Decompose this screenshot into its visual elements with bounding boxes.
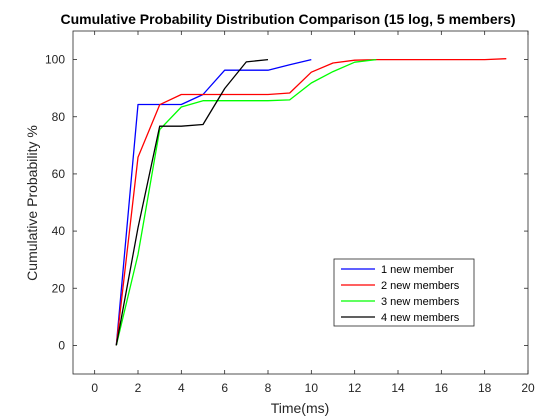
legend-label: 1 new member [381, 264, 454, 276]
x-tick-label: 16 [435, 381, 449, 395]
chart-title: Cumulative Probability Distribution Comp… [60, 11, 515, 27]
legend: 1 new member 2 new members 3 new members 4 … [334, 259, 474, 326]
x-tick-label: 8 [265, 381, 272, 395]
x-tick-label: 6 [221, 381, 228, 395]
legend-label: 4 new members [381, 312, 460, 324]
x-tick-label: 2 [135, 381, 142, 395]
x-tick-label: 14 [391, 381, 405, 395]
x-tick-label: 0 [91, 381, 98, 395]
legend-label: 2 new members [381, 280, 460, 292]
y-tick-label: 60 [52, 167, 66, 181]
y-tick-label: 80 [52, 110, 66, 124]
x-tick-label: 12 [348, 381, 362, 395]
y-tick-label: 40 [52, 224, 66, 238]
x-tick-label: 4 [178, 381, 185, 395]
x-tick-label: 18 [478, 381, 492, 395]
y-tick-label: 100 [45, 53, 65, 67]
y-axis-label: Cumulative Probability % [24, 125, 40, 281]
x-tick-label: 10 [305, 381, 319, 395]
x-axis-label: Time(ms) [271, 400, 330, 416]
y-tick-label: 0 [58, 338, 65, 352]
legend-label: 3 new members [381, 296, 460, 308]
y-tick-label: 20 [52, 281, 66, 295]
x-tick-label: 20 [521, 381, 535, 395]
